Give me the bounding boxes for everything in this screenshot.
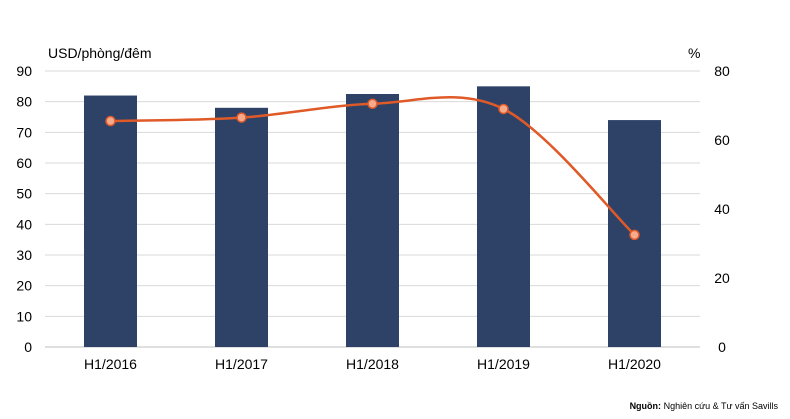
bar-H1/2016 xyxy=(84,95,137,348)
left-tick-label: 50 xyxy=(16,186,32,202)
right-tick-label: 20 xyxy=(714,270,730,286)
line-point-H1/2020 xyxy=(629,229,640,241)
source-label: Nguồn: xyxy=(629,401,662,411)
line-point-H1/2017 xyxy=(236,112,247,123)
x-axis-ticks: H1/2016 H1/2017 H1/2018 H1/2019 H1/2020 xyxy=(84,356,661,372)
line-point-H1/2019 xyxy=(498,103,509,115)
left-tick-label: 40 xyxy=(16,216,32,232)
bar-series xyxy=(84,86,661,348)
bar-H1/2017 xyxy=(215,107,268,347)
bar-H1/2018 xyxy=(346,94,399,347)
right-tick-label: 0 xyxy=(718,339,726,355)
occupancy-line-series xyxy=(105,96,640,241)
x-tick-label: H1/2020 xyxy=(608,356,661,372)
x-tick-label: H1/2019 xyxy=(477,356,530,372)
left-axis-ticks: 0 10 20 30 40 50 60 70 80 90 xyxy=(16,63,32,355)
left-tick-label: 30 xyxy=(16,247,32,263)
left-tick-label: 60 xyxy=(16,155,32,171)
left-tick-label: 10 xyxy=(16,308,32,324)
right-tick-label: 80 xyxy=(714,63,730,79)
right-tick-label: 60 xyxy=(714,132,730,148)
bar-H1/2019 xyxy=(477,86,530,347)
left-tick-label: 90 xyxy=(16,63,32,79)
left-tick-label: 70 xyxy=(16,124,32,140)
source-note: Nguồn: Nghiên cứu & Tư vấn Savills xyxy=(630,401,778,411)
left-axis-unit-label: USD/phòng/đêm xyxy=(48,45,152,61)
right-tick-label: 40 xyxy=(714,201,730,217)
left-tick-label: 0 xyxy=(24,339,32,355)
right-axis-unit-label: % xyxy=(688,45,700,61)
x-tick-label: H1/2017 xyxy=(215,356,268,372)
left-tick-label: 20 xyxy=(16,278,32,294)
x-tick-label: H1/2018 xyxy=(346,356,399,372)
line-point-H1/2018 xyxy=(367,98,378,110)
left-tick-label: 80 xyxy=(16,94,32,110)
x-tick-label: H1/2016 xyxy=(84,356,137,372)
source-text: Nghiên cứu & Tư vấn Savills xyxy=(661,401,778,411)
line-point-H1/2016 xyxy=(105,115,116,127)
right-axis-ticks: 0 20 40 60 80 xyxy=(714,63,730,355)
